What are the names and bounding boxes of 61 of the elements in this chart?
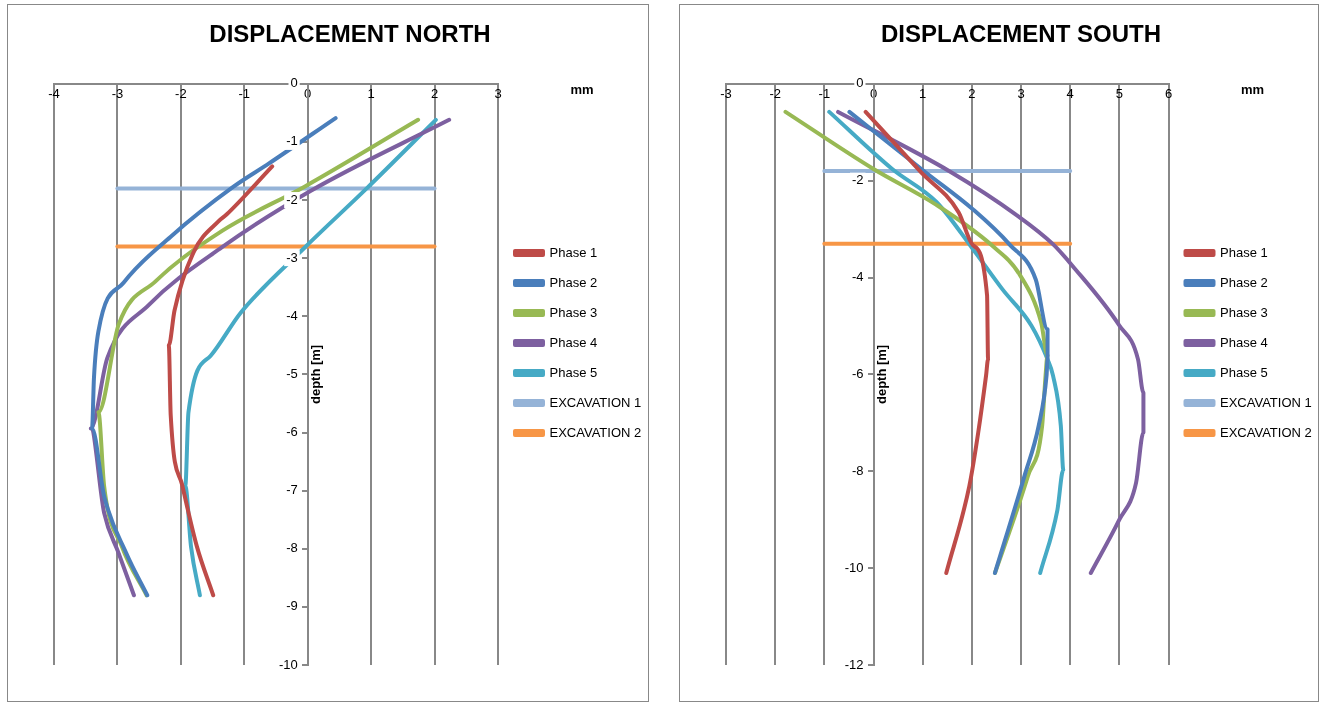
- y-tick-label: -3: [286, 249, 298, 265]
- y-tick-label: -5: [286, 365, 298, 381]
- y-tick-label: -1: [286, 133, 298, 149]
- y-tick-label: -2: [851, 172, 864, 188]
- line-series: [827, 109, 1066, 575]
- x-tick-label: 1: [367, 86, 375, 102]
- line-series: [90, 116, 338, 598]
- y-tick-label: -4: [286, 307, 298, 323]
- legend-label: EXCAVATION 2: [549, 424, 642, 440]
- x-tick-label: 6: [1164, 86, 1173, 102]
- x-tick-label: -3: [111, 86, 124, 102]
- x-tick-label: 3: [494, 86, 502, 102]
- line-series: [863, 109, 991, 575]
- y-tick-label: -7: [286, 482, 298, 498]
- x-axis-title: mm: [570, 81, 594, 97]
- x-tick-label: 2: [430, 86, 439, 102]
- x-tick-label: -2: [769, 86, 781, 102]
- legend-label: Phase 1: [1220, 244, 1268, 260]
- line-series: [836, 109, 1146, 575]
- x-tick-label: -1: [238, 86, 251, 102]
- y-tick-label: -12: [844, 656, 864, 672]
- legend-label: Phase 3: [1220, 304, 1268, 320]
- y-tick-label: -4: [851, 269, 864, 285]
- legend-label: EXCAVATION 1: [549, 394, 642, 410]
- legend-label: Phase 1: [549, 244, 598, 260]
- x-tick-label: -3: [720, 86, 732, 102]
- legend-label: Phase 4: [1220, 334, 1268, 350]
- y-tick-label: -8: [851, 462, 864, 478]
- y-tick-label: -6: [851, 365, 864, 381]
- y-tick-label: 0: [290, 75, 298, 91]
- y-axis-title: depth [m]: [308, 344, 324, 405]
- line-series: [183, 117, 438, 598]
- y-tick-label: -10: [278, 656, 298, 672]
- legend-label: EXCAVATION 1: [1220, 394, 1312, 410]
- x-tick-label: -4: [48, 86, 60, 102]
- x-tick-label: 1: [919, 86, 927, 102]
- y-axis-title: depth [m]: [874, 344, 890, 405]
- x-tick-label: 4: [1066, 86, 1074, 102]
- line-series: [847, 109, 1050, 575]
- x-tick-label: 2: [968, 86, 976, 102]
- legend-label: Phase 5: [549, 364, 598, 380]
- x-tick-label: 5: [1115, 86, 1123, 102]
- y-tick-label: -10: [844, 559, 864, 575]
- line-series: [166, 164, 275, 598]
- y-tick-label: -8: [286, 540, 298, 556]
- y-tick-label: 0: [856, 75, 864, 91]
- legend-label: Phase 2: [1220, 274, 1268, 290]
- legend-label: Phase 2: [549, 274, 598, 290]
- x-axis-title: mm: [1240, 81, 1265, 97]
- legend-label: EXCAVATION 2: [1220, 424, 1312, 440]
- y-tick-label: -9: [286, 598, 298, 614]
- x-tick-label: 3: [1017, 86, 1025, 102]
- legend-label: Phase 3: [549, 304, 598, 320]
- y-tick-label: -6: [286, 424, 298, 440]
- chart-title: DISPLACEMENT NORTH: [209, 20, 491, 48]
- y-tick-label: -2: [286, 191, 298, 207]
- legend-label: Phase 5: [1220, 364, 1268, 380]
- legend-label: Phase 4: [549, 334, 598, 350]
- x-tick-label: -2: [175, 86, 187, 102]
- x-tick-label: -1: [818, 86, 831, 102]
- chart-title: DISPLACEMENT SOUTH: [880, 20, 1162, 48]
